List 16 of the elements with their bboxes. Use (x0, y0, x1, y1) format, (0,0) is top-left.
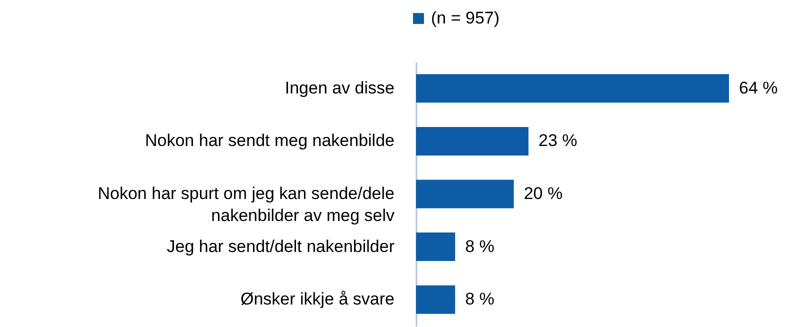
data-label: 8 % (465, 290, 494, 309)
bar (416, 74, 729, 103)
bar (416, 285, 456, 314)
y-tick-label: Ingen av disse (284, 78, 394, 98)
data-label: 64 % (739, 78, 778, 98)
data-label: 8 % (465, 236, 494, 256)
legend-label: (n = 957) (431, 8, 500, 28)
data-label: 20 % (524, 184, 563, 203)
bar (416, 126, 528, 156)
y-tick-label: Nokon har spurt om jeg kan sende/dele nakenbilder av meg selv (98, 184, 395, 225)
data-label: 23 % (538, 131, 578, 150)
y-tick-label: Nokon har sendt meg nakenbilde (145, 131, 394, 150)
bar (416, 180, 514, 208)
bar (416, 232, 456, 262)
y-tick-label: Jeg har sendt/delt nakenbilder (166, 236, 395, 256)
y-tick-label: Ønsker ikkje å svare (240, 290, 394, 309)
